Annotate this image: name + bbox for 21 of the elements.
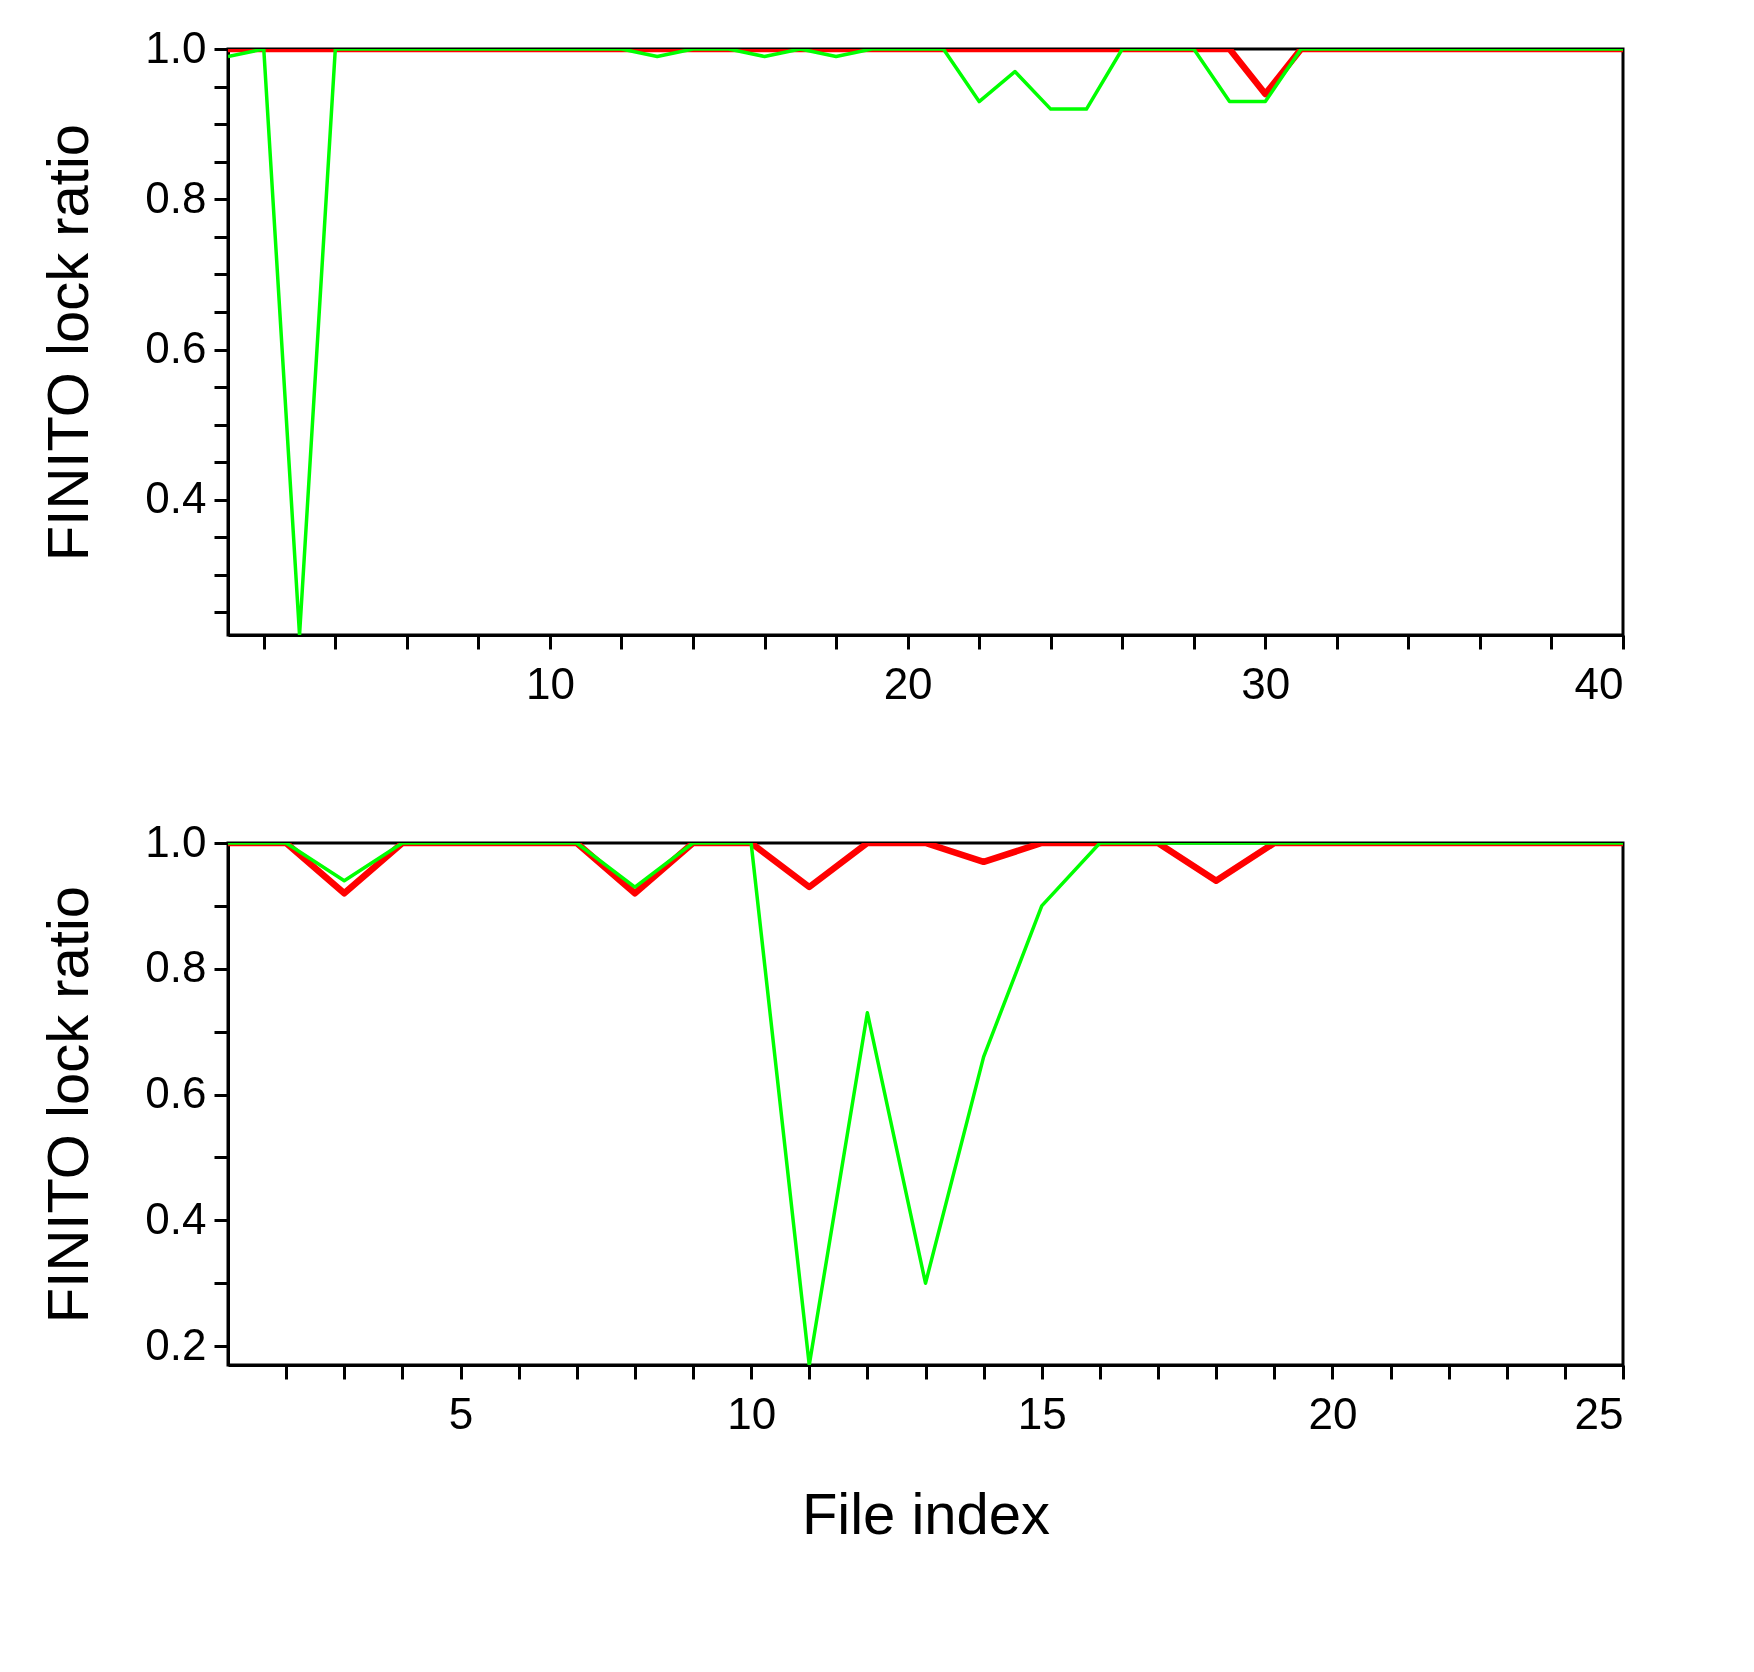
x-tick-label: 10 (525, 658, 575, 708)
x-tick-label: 5 (448, 1388, 474, 1438)
x-tick-label: 20 (1308, 1388, 1358, 1438)
y-axis-title: FINITO lock ratio (35, 885, 101, 1324)
y-tick-label: 0.6 (145, 1068, 207, 1118)
y-tick-label: 0.4 (145, 473, 207, 523)
y-axis-title: FINITO lock ratio (35, 123, 101, 562)
y-tick-label: 0.8 (145, 942, 207, 992)
y-tick-label: 0.4 (145, 1193, 207, 1243)
x-tick-label: 25 (1574, 1388, 1624, 1438)
y-tick-label: 1.0 (145, 22, 207, 72)
x-axis-title: File index (801, 1480, 1051, 1546)
y-tick-label: 1.0 (145, 816, 207, 866)
x-tick-label: 40 (1574, 658, 1624, 708)
y-tick-label: 0.2 (145, 1319, 207, 1369)
y-tick-label: 0.8 (145, 172, 207, 222)
x-tick-label: 30 (1241, 658, 1291, 708)
x-tick-label: 10 (727, 1388, 777, 1438)
x-tick-label: 20 (883, 658, 933, 708)
y-tick-label: 0.6 (145, 323, 207, 373)
x-tick-label: 15 (1017, 1388, 1067, 1438)
